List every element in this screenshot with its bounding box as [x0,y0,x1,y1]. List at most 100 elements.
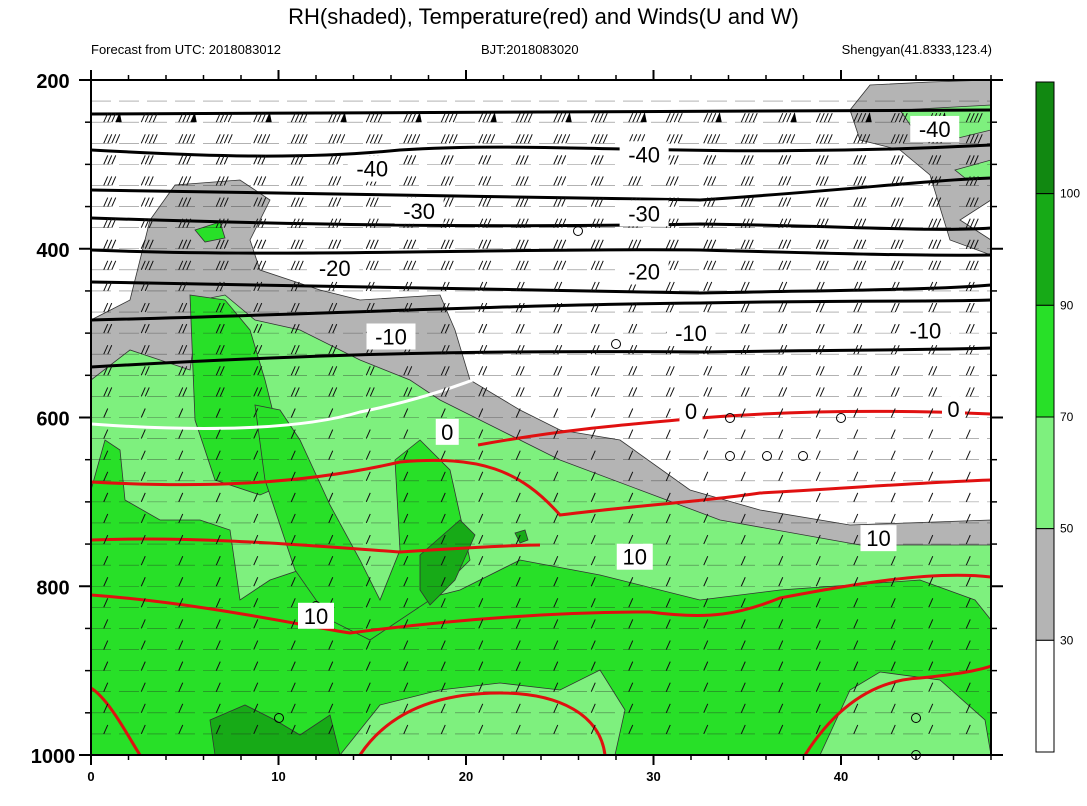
wind-barb [778,724,784,735]
calm-marker [762,451,772,461]
wind-barb [815,450,821,460]
wind-barb [215,492,221,503]
wind-barb [815,408,821,418]
wind-barb [178,513,184,524]
wind-barb [365,619,371,629]
wind-barb [628,682,634,692]
wind-barb [478,555,484,566]
svg-text:-40: -40 [356,157,388,182]
wind-barb [328,450,334,460]
wind-barb [815,555,821,566]
wind-barb [628,619,634,629]
wind-barb [815,492,821,503]
wind-barb [628,239,642,249]
wind-barb [215,471,221,481]
wind-barb [403,176,417,186]
wind-barb [590,555,596,566]
wind-barb [515,724,521,735]
wind-barb [665,366,675,376]
wind-barb [253,408,259,418]
wind-barb [103,197,117,207]
wind-barb [965,724,971,735]
wind-barb [890,619,896,629]
colorbar-label: 30 [1060,633,1074,647]
wind-barb [515,345,525,355]
wind-barb [103,155,117,165]
rh-region-90-b [209,704,341,755]
wind-barb [478,450,484,460]
wind-barb [590,429,596,439]
wind-barb [590,598,596,608]
wind-barb [215,555,221,566]
wind-barb [253,323,263,334]
y-tick-label: 800 [36,577,69,599]
wind-barb [178,239,192,249]
wind-barb [178,345,188,355]
wind-barb [328,640,334,650]
wind-barb [965,302,975,313]
wind-barb [965,345,975,355]
wind-barb [365,513,371,524]
wind-barb [440,176,454,186]
wind-barb [703,387,713,397]
wind-barb [740,112,758,123]
wind-barb [103,176,117,186]
wind-barb [515,155,529,165]
wind-barb [703,176,717,186]
svg-text:-20: -20 [319,256,351,281]
wind-barb [140,471,146,481]
wind-barb [703,471,709,481]
wind-barb [178,682,184,692]
wind-barb [815,155,829,165]
wind-barb [703,260,717,271]
wind-barb [215,577,221,587]
wind-barb [215,724,221,735]
wind-barb [290,598,296,608]
wind-barb [403,429,409,439]
wind-barb [440,492,446,503]
wind-barb [440,703,446,714]
wind-barb [215,134,233,144]
wind-barb [290,112,308,123]
wind-barb [553,197,567,207]
wind-barb [703,513,709,524]
wind-barb [740,429,746,439]
wind-barb [365,471,371,481]
wind-barb [140,155,154,165]
wind-barb [178,640,184,650]
wind-barb [628,724,634,735]
wind-barb [965,534,971,545]
wind-barb [140,703,146,714]
wind-barb [778,281,788,292]
wind-barb [253,197,267,207]
wind-barb [103,281,113,292]
wind-barb [628,471,634,481]
wind-barb [515,640,521,650]
wind-barb [328,366,338,376]
wind-barb [478,471,484,481]
calm-marker [274,713,284,723]
wind-barb [365,408,371,418]
wind-barb [140,112,158,123]
wind-barb [815,345,825,355]
wind-barb [965,281,975,292]
wind-barb [928,176,942,186]
wind-barb [328,724,334,735]
wind-barb [478,112,497,123]
wind-barb [665,682,671,692]
wind-barb [665,176,679,186]
wind-barb [140,555,146,566]
wind-barb [403,408,409,418]
wind-barb [890,682,896,692]
temperature-line [91,573,991,635]
rh-region-90-a [419,519,476,606]
wind-barb [853,619,859,629]
wind-barb [853,450,859,460]
wind-barb [253,555,259,566]
wind-barb [215,682,221,692]
wind-barb [478,323,488,334]
wind-barb [853,112,872,123]
wind-barb [515,661,521,671]
wind-barb [290,492,296,503]
wind-barb [815,281,825,292]
